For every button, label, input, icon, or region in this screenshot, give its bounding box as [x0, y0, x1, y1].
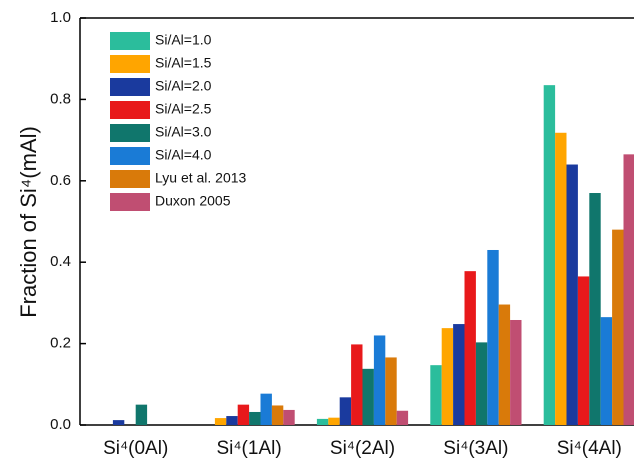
- legend-label: Si/Al=3.0: [155, 124, 212, 140]
- bar: [487, 249, 499, 425]
- bar: [453, 324, 465, 425]
- legend-swatch: [110, 101, 150, 119]
- bar: [316, 418, 329, 425]
- bar: [623, 154, 634, 425]
- bar: [464, 271, 476, 425]
- bar: [589, 193, 601, 425]
- legend-swatch: [110, 32, 150, 50]
- legend-swatch: [110, 124, 150, 142]
- y-axis-label: Fraction of Si⁴(mAl): [16, 126, 41, 318]
- legend-label: Lyu et al. 2013: [155, 170, 247, 186]
- bar: [577, 276, 590, 425]
- legend-label: Si/Al=2.0: [155, 78, 212, 94]
- bar: [510, 319, 522, 425]
- legend-label: Si/Al=2.5: [155, 101, 212, 117]
- x-tick-label: Si⁴(3Al): [443, 438, 508, 459]
- bar: [475, 342, 488, 425]
- bar: [226, 416, 238, 425]
- x-tick-label: Si⁴(1Al): [217, 438, 282, 459]
- x-tick-label: Si⁴(0Al): [103, 438, 168, 459]
- y-tick-label: 0.0: [50, 416, 71, 433]
- x-tick-label: Si⁴(4Al): [557, 438, 622, 459]
- bar: [396, 410, 409, 425]
- bar: [362, 368, 374, 425]
- bar: [600, 317, 613, 425]
- bar: [555, 132, 567, 426]
- bar: [271, 405, 284, 425]
- bar: [566, 164, 578, 425]
- bar: [135, 404, 148, 425]
- legend-label: Si/Al=1.0: [155, 32, 212, 48]
- bar: [543, 85, 556, 425]
- legend-swatch: [110, 193, 150, 211]
- x-tick-label: Si⁴(2Al): [330, 438, 395, 459]
- bar: [441, 328, 454, 425]
- legend-swatch: [110, 147, 150, 165]
- legend-swatch: [110, 78, 150, 96]
- legend-label: Si/Al=4.0: [155, 147, 212, 163]
- legend-label: Duxon 2005: [155, 193, 231, 209]
- bar: [385, 357, 397, 425]
- bar: [260, 393, 272, 425]
- y-tick-label: 0.6: [50, 172, 71, 189]
- bar: [351, 344, 363, 425]
- legend-swatch: [110, 170, 150, 188]
- bar: [249, 411, 261, 425]
- bar: [112, 420, 125, 425]
- bar: [339, 397, 352, 425]
- y-tick-label: 1.0: [50, 9, 71, 26]
- bar: [498, 304, 511, 425]
- y-tick-label: 0.8: [50, 90, 71, 107]
- y-tick-label: 0.2: [50, 335, 71, 352]
- bar: [237, 404, 250, 425]
- bar: [612, 229, 624, 425]
- legend-swatch: [110, 55, 150, 73]
- bar: [430, 365, 442, 425]
- y-tick-label: 0.4: [50, 253, 71, 270]
- bar: [214, 418, 227, 425]
- bar: [328, 417, 340, 425]
- bar: [373, 335, 386, 425]
- bar: [283, 409, 295, 425]
- legend-label: Si/Al=1.5: [155, 55, 212, 71]
